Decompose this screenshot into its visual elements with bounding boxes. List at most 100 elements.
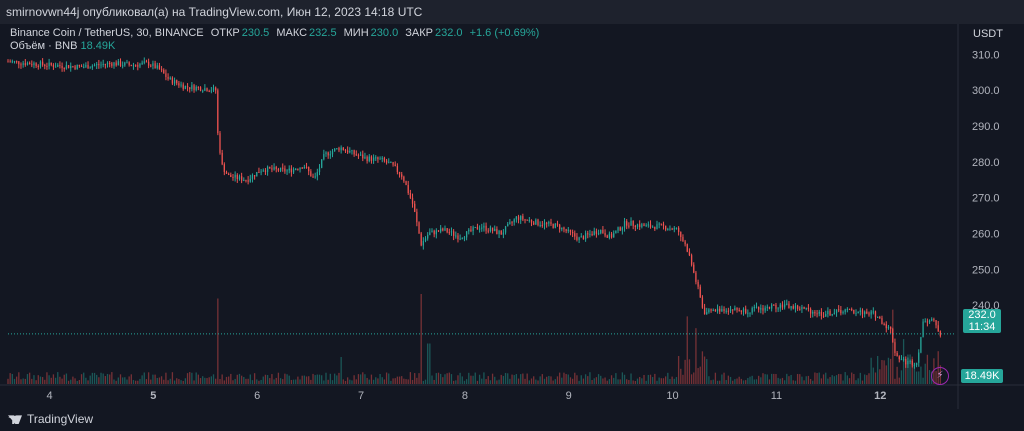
volume-bar [515, 374, 518, 384]
volume-bar [658, 377, 660, 384]
volume-bar [169, 378, 171, 384]
candle-body [39, 61, 42, 67]
volume-bar [874, 372, 877, 384]
volume-bar [736, 378, 738, 384]
volume-bar [33, 375, 35, 384]
candle-body [357, 155, 360, 157]
candle-body [755, 306, 758, 308]
candle-body [732, 309, 734, 311]
time-tick-label: 7 [358, 390, 364, 402]
volume-bar [543, 378, 546, 384]
volume-bar [645, 380, 647, 384]
candle-body [100, 64, 102, 66]
volume-bar [680, 368, 682, 384]
volume-bar [714, 372, 717, 384]
candle-body [299, 167, 301, 170]
volume-bar [511, 374, 513, 384]
currency-label[interactable]: USDT [973, 28, 1003, 40]
change-value: +1.6 (+0.69%) [469, 27, 540, 39]
candle-body [111, 63, 113, 66]
candle-body [913, 365, 916, 367]
candle-body [779, 304, 781, 309]
volume-bar [571, 378, 574, 384]
volume-bar [344, 380, 347, 384]
lightning-icon[interactable]: ⚡ [931, 367, 949, 385]
candle-body [470, 229, 472, 232]
candle-body [742, 308, 745, 312]
chart-legend: Binance Coin / TetherUS, 30, BINANCE ОТК… [10, 27, 543, 53]
volume-bar [706, 359, 708, 384]
candle-body [429, 232, 431, 235]
candle-body [189, 87, 191, 89]
volume-bar [766, 374, 768, 384]
volume-bar [617, 379, 619, 384]
candle-body [446, 228, 448, 233]
candle-body [411, 197, 414, 204]
candle-body [738, 309, 740, 311]
candle-body [729, 309, 732, 312]
volume-bar [915, 371, 918, 384]
candle-body [109, 62, 111, 64]
candle-body [608, 233, 611, 238]
volume-bar [76, 380, 78, 384]
volume-bar [414, 373, 416, 384]
volume-bar [61, 378, 63, 384]
candle-body [688, 251, 691, 256]
volume-bar [331, 380, 334, 384]
candle-body [546, 222, 548, 224]
volume-bar [524, 378, 526, 384]
volume-bar [28, 372, 31, 384]
candle-body [686, 244, 688, 252]
candle-body [169, 77, 171, 79]
time-tick-label: 9 [566, 390, 572, 402]
volume-bar [16, 376, 18, 384]
candle-body [221, 152, 223, 165]
price-tick-label: 300.0 [972, 85, 1000, 97]
candle-body [275, 167, 277, 169]
candle-body [342, 147, 344, 151]
volume-bar [907, 354, 909, 384]
volume-bar [783, 380, 786, 384]
candle-body [716, 308, 719, 312]
candle-body [900, 359, 903, 361]
volume-bar [372, 379, 375, 384]
candle-body [509, 222, 511, 225]
volume-label[interactable]: Объём · BNB [10, 40, 78, 52]
volume-bar [24, 378, 26, 384]
volume-bar [57, 372, 59, 384]
volume-bar [535, 379, 537, 384]
candle-body [868, 313, 870, 315]
volume-bar [65, 373, 68, 384]
candle-body [522, 216, 524, 220]
candle-body [372, 157, 375, 161]
candle-body [290, 168, 293, 173]
volume-bar [494, 376, 496, 384]
volume-bar [299, 379, 301, 384]
volume-bar [600, 375, 602, 384]
volume-bar [481, 378, 483, 384]
candle-body [489, 227, 492, 232]
candle-body [621, 227, 624, 231]
volume-bar [758, 375, 760, 384]
candle-body [70, 66, 72, 69]
volume-bar [54, 377, 57, 384]
tradingview-logo[interactable]: TradingView [8, 412, 93, 426]
volume-bar [63, 374, 65, 384]
volume-bar [130, 374, 132, 384]
volume-bar [308, 376, 310, 384]
published-by-text: smirnovwn44j опубликовал(а) на TradingVi… [6, 5, 423, 19]
candle-body [753, 306, 755, 309]
volume-bar [450, 374, 453, 384]
volume-bar [238, 373, 241, 384]
candle-body [321, 159, 323, 168]
candle-body [195, 86, 197, 91]
volume-bar [842, 380, 844, 384]
candle-body [677, 227, 680, 232]
symbol-label[interactable]: Binance Coin / TetherUS, 30, BINANCE [10, 27, 204, 39]
volume-bar [619, 379, 621, 384]
candle-body [398, 171, 401, 175]
candle-body [881, 318, 883, 324]
volume-bar [563, 372, 565, 384]
volume-bar [366, 377, 368, 384]
